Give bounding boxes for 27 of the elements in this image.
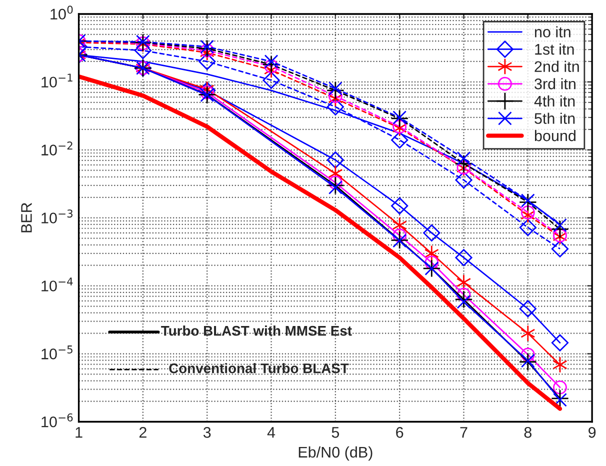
annotation: Turbo BLAST with MMSE Est: [161, 326, 352, 336]
x-axis-title: Eb/N0 (dB): [298, 446, 372, 461]
x-tick-label: 5: [332, 427, 340, 438]
y-tick-label: 10$^{0}$: [50, 6, 73, 20]
legend-label: 3rd itn: [534, 78, 576, 90]
legend-label: 1st itn: [535, 44, 574, 55]
x-tick-label: 4: [267, 427, 276, 438]
x-tick-label: 2: [139, 426, 146, 438]
y-tick-label: 10$^{−3}$: [42, 209, 73, 224]
x-tick-label: 8: [524, 426, 532, 438]
legend-label: 4th itn: [534, 95, 575, 107]
annotation: Conventional Turbo BLAST: [169, 363, 349, 374]
y-axis-title: BER: [21, 202, 32, 232]
legend-label: bound: [534, 130, 576, 142]
x-tick-label: 1: [76, 427, 82, 438]
legend-label: 5th itn: [534, 112, 575, 124]
y-tick-label: 10$^{−5}$: [42, 346, 72, 360]
x-tick-label: 7: [460, 427, 468, 438]
y-tick-label: 10$^{−6}$: [42, 413, 73, 428]
x-tick-label: 6: [396, 426, 404, 438]
y-tick-label: 10$^{−4}$: [42, 278, 73, 292]
legend-label: no itn: [534, 26, 570, 38]
x-tick-label: 3: [203, 426, 211, 438]
y-tick-label: 10$^{−2}$: [42, 142, 72, 156]
x-tick-label: 9: [588, 426, 596, 438]
legend-label: 2nd itn: [534, 60, 579, 72]
y-tick-label: 10$^{−1}$: [42, 74, 72, 88]
